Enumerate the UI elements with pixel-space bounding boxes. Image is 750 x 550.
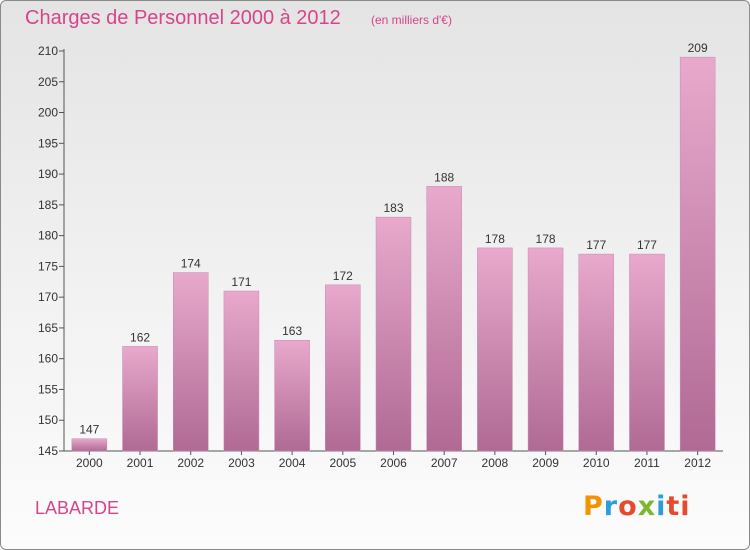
y-tick-label: 175	[38, 259, 58, 273]
x-tick-label: 2010	[583, 456, 610, 470]
x-tick-label: 2001	[127, 456, 154, 470]
x-tick-label: 2007	[431, 456, 458, 470]
bar-value-label: 172	[333, 269, 353, 283]
bar-value-label: 163	[282, 324, 302, 338]
chart-subtitle: (en milliers d'€)	[371, 13, 452, 27]
logo-letter: ti	[666, 491, 691, 522]
chart-title: Charges de Personnel 2000 à 2012	[25, 7, 341, 29]
bar	[325, 284, 361, 452]
logo-letter: P	[583, 491, 604, 522]
y-tick-label: 170	[38, 290, 58, 304]
commune-name: LABARDE	[35, 498, 120, 518]
bar	[629, 253, 665, 452]
bar	[274, 339, 310, 452]
bar	[426, 186, 462, 452]
bar-value-label: 183	[383, 201, 403, 215]
bar	[223, 290, 260, 452]
y-tick-label: 210	[38, 44, 58, 58]
bar-value-label: 178	[485, 232, 505, 246]
y-tick-label: 190	[38, 167, 58, 181]
y-tick-label: 185	[38, 198, 58, 212]
x-tick-label: 2012	[684, 456, 711, 470]
y-tick-label: 155	[38, 382, 58, 396]
y-tick-label: 205	[38, 75, 58, 89]
bar-value-label: 209	[688, 41, 708, 55]
y-tick-label: 145	[38, 444, 58, 458]
x-tick-label: 2005	[329, 456, 356, 470]
bar-value-label: 171	[231, 275, 251, 289]
bar	[527, 247, 564, 452]
x-tick-label: 2009	[532, 456, 559, 470]
bar	[679, 56, 716, 452]
y-tick-label: 160	[38, 352, 58, 366]
x-tick-label: 2004	[279, 456, 306, 470]
bar-value-label: 177	[586, 238, 606, 252]
bar	[71, 438, 108, 452]
bar	[477, 247, 513, 452]
proxiti-logo[interactable]: Proxiti	[583, 491, 691, 522]
y-tick-label: 150	[38, 413, 58, 427]
y-tick-label: 195	[38, 136, 58, 150]
bar-value-label: 177	[637, 238, 657, 252]
bar	[578, 253, 615, 452]
bar-value-label: 188	[434, 170, 454, 184]
x-tick-label: 2003	[228, 456, 255, 470]
bars	[71, 56, 716, 452]
x-tick-label: 2006	[380, 456, 407, 470]
bar-value-label: 147	[79, 423, 99, 437]
y-tick-label: 165	[38, 321, 58, 335]
bar	[375, 216, 412, 452]
logo-letter: i	[656, 491, 667, 522]
bar-value-label: 174	[181, 257, 201, 271]
logo-letter: x	[637, 491, 657, 522]
bar-value-label: 162	[130, 330, 150, 344]
x-tick-label: 2002	[177, 456, 204, 470]
bar-value-label: 178	[536, 232, 556, 246]
y-tick-label: 180	[38, 229, 58, 243]
y-tick-label: 200	[38, 106, 58, 120]
x-tick-label: 2008	[482, 456, 509, 470]
logo-letter: r	[603, 491, 619, 522]
data-labels: 147 162 174 171 163 172 183 188 178 178 177 177 209	[79, 41, 708, 437]
x-tick-label: 2011	[634, 456, 660, 470]
logo-letter: o	[618, 491, 638, 522]
x-tick-label: 2000	[76, 456, 103, 470]
bar	[172, 272, 209, 452]
bar	[122, 346, 158, 452]
